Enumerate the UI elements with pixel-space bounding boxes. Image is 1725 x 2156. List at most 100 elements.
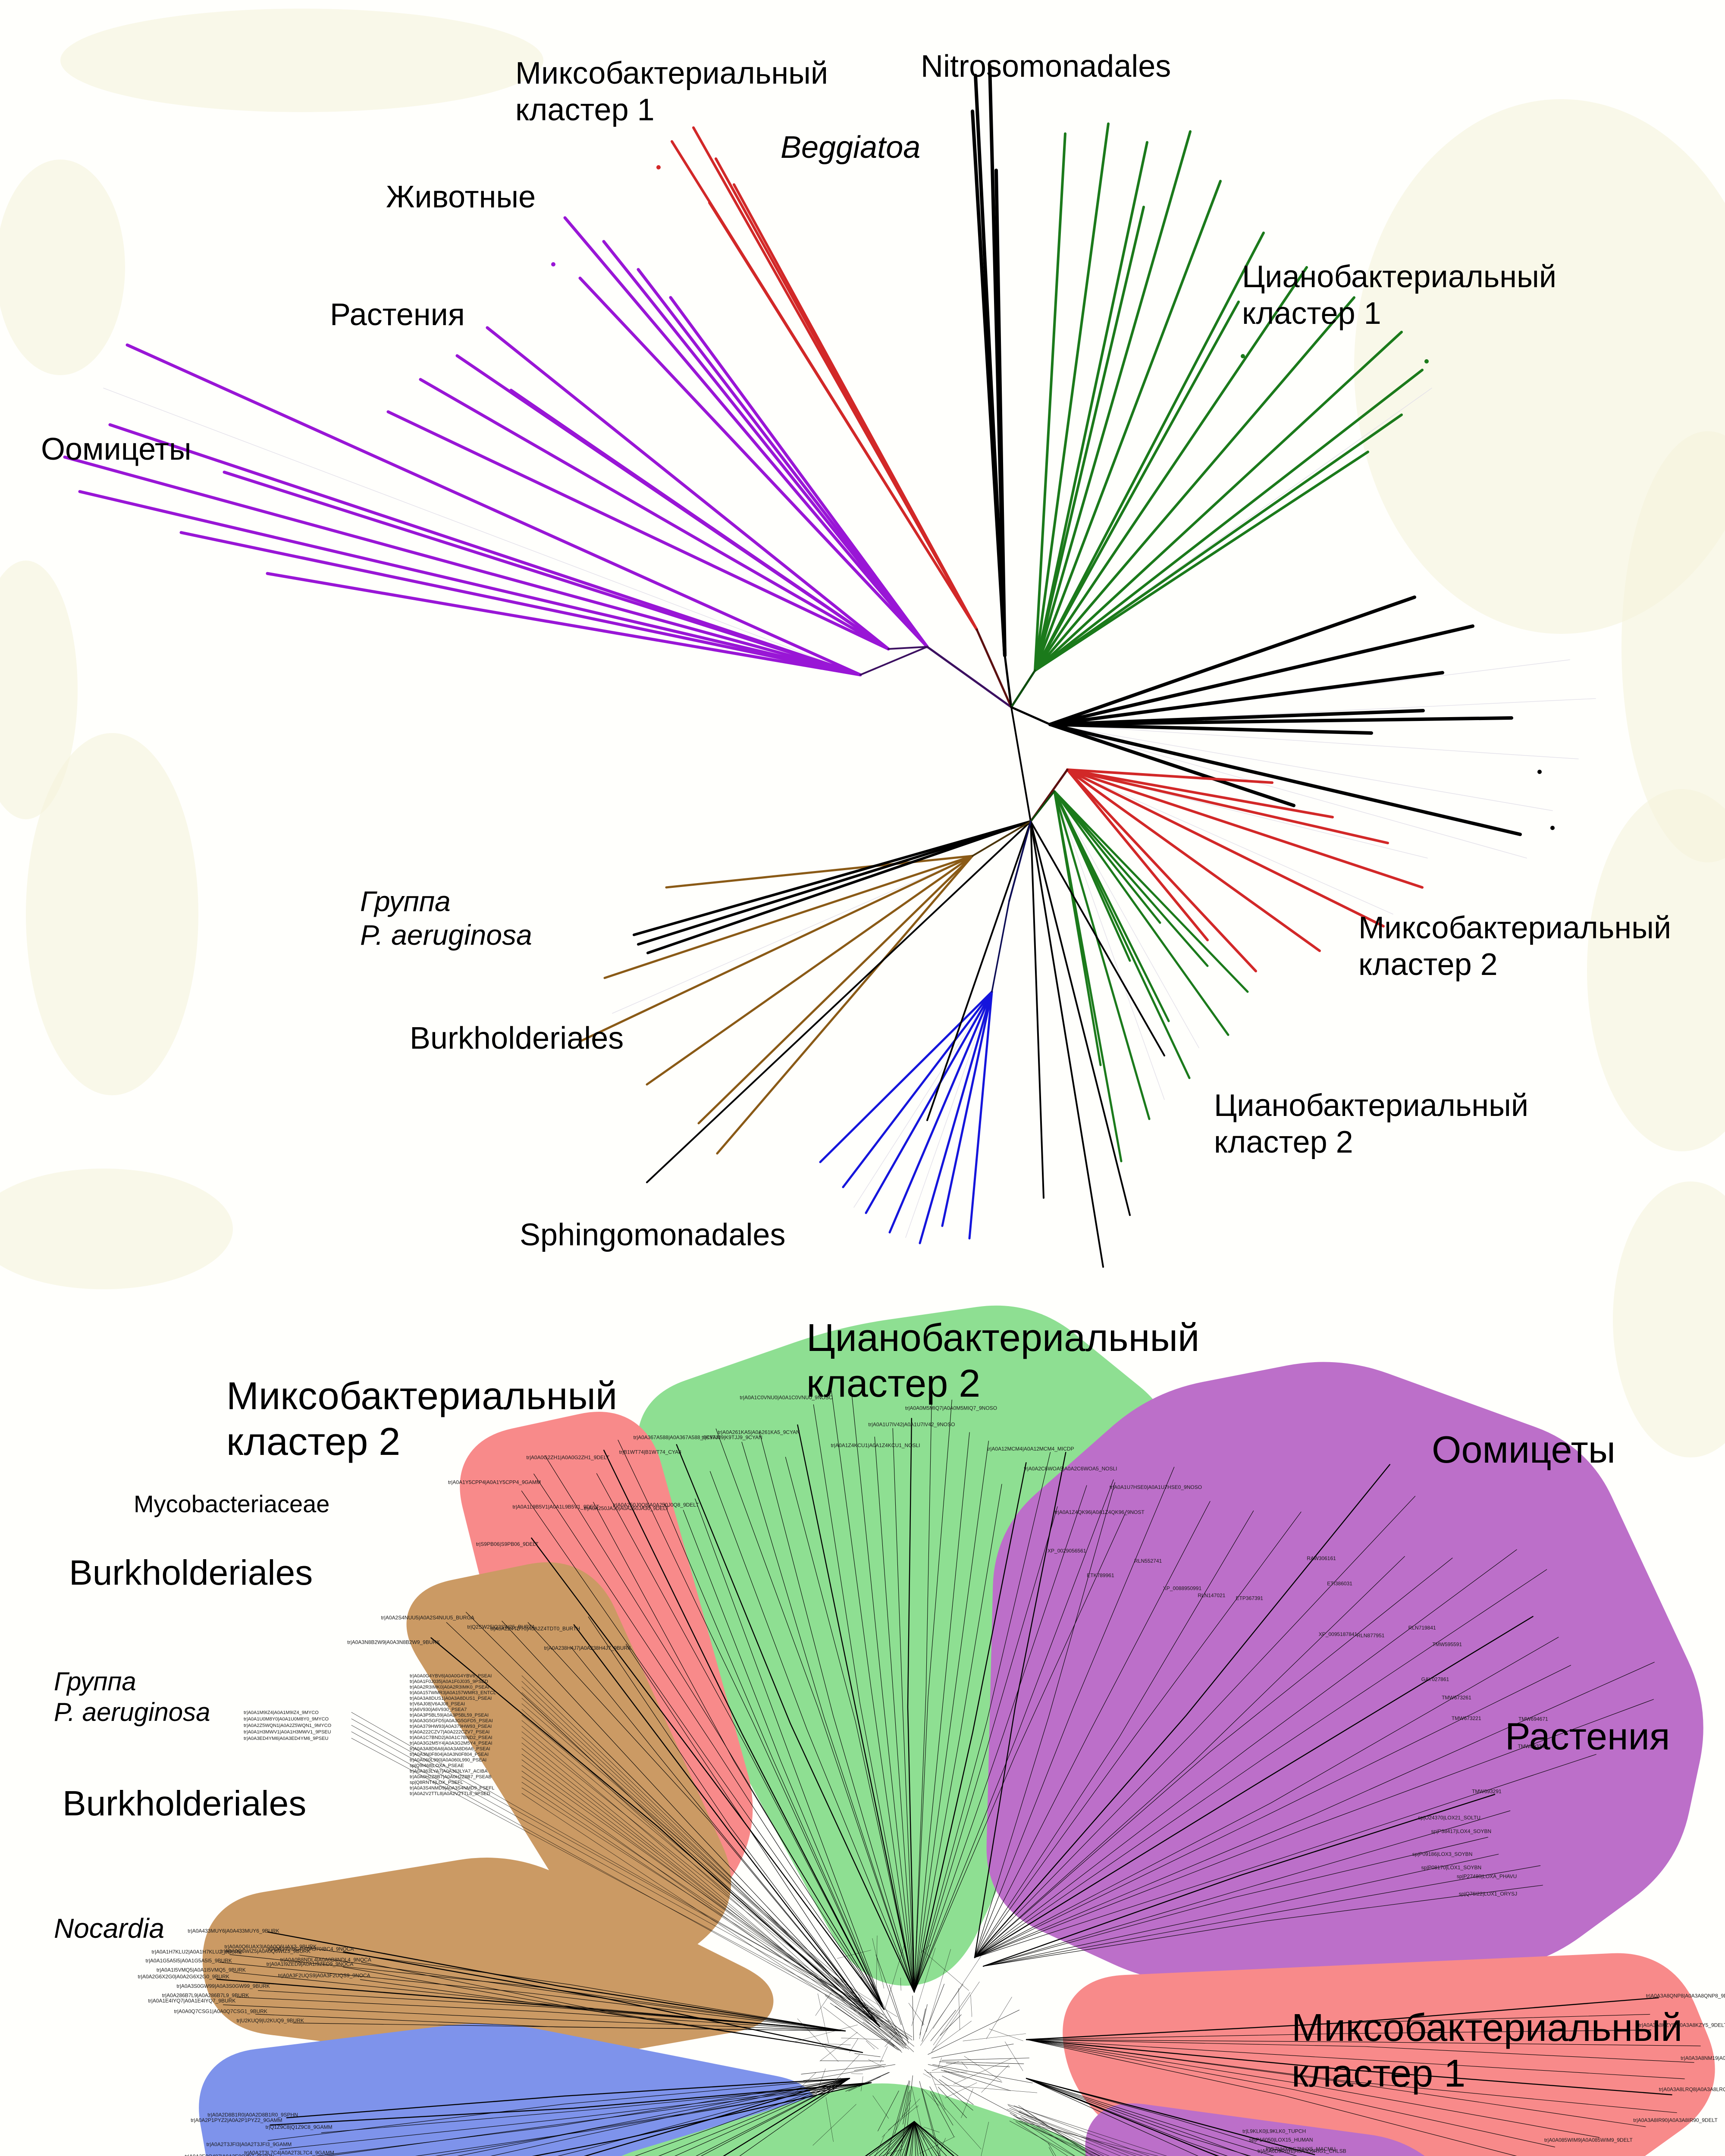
svg-text:tr|A0A0B8NDL4|A0A0B8NDL4_9NOCA: tr|A0A0B8NDL4|A0A0B8NDL4_9NOCA <box>280 1957 371 1963</box>
svg-text:sp|Q76I22|LOX1_ORYSJ: sp|Q76I22|LOX1_ORYSJ <box>1459 1891 1517 1897</box>
svg-text:tr|A0A1H7KLU2|A0A1H7KLU2_9BURK: tr|A0A1H7KLU2|A0A1H7KLU2_9BURK <box>152 1949 242 1955</box>
svg-text:RLN877951: RLN877951 <box>1357 1633 1384 1639</box>
svg-text:tr|A0A1Y5CPP4|A0A1Y5CPP4_9GAMM: tr|A0A1Y5CPP4|A0A1Y5CPP4_9GAMM <box>448 1479 541 1485</box>
svg-text:RLN552741: RLN552741 <box>1134 1558 1162 1564</box>
label-bottom-myxobacterial-cluster-2: Миксобактериальный кластер 2 <box>226 1375 618 1464</box>
label-bottom-burkholderiales-2: Burkholderiales <box>63 1784 307 1823</box>
svg-text:tr|A0A0G4YBV6|A0A0G4YBV6_PSEAI: tr|A0A0G4YBV6|A0A0G4YBV6_PSEAI <box>410 1673 492 1679</box>
svg-text:XP_0029056561: XP_0029056561 <box>1048 1548 1086 1554</box>
svg-text:tr|A0A1U0M8Y0|A0A1U0M8Y0_9MYCO: tr|A0A1U0M8Y0|A0A1U0M8Y0_9MYCO <box>244 1717 329 1722</box>
svg-text:GAY027861: GAY027861 <box>1421 1677 1449 1683</box>
svg-text:sp|P09186|LOX3_SOYBN: sp|P09186|LOX3_SOYBN <box>1412 1851 1473 1857</box>
svg-text:tr|A0A2S4NUU5|A0A2S4NUU5_BURGA: tr|A0A2S4NUU5|A0A2S4NUU5_BURGA <box>381 1615 474 1621</box>
svg-text:tr|A0A0D9RIG1|A0A0D9RIG1_CHLSB: tr|A0A0D9RIG1|A0A0D9RIG1_CHLSB <box>1258 2148 1346 2154</box>
svg-text:sp|P27480|LOXA_PHAVU: sp|P27480|LOXA_PHAVU <box>1457 1873 1517 1879</box>
svg-text:tr|A0A3A8DUS1|A0A3A8DUS1_PSEAI: tr|A0A3A8DUS1|A0A3A8DUS1_PSEAI <box>410 1696 492 1701</box>
svg-text:tr|A0A1H3MWV1|A0A1H3MWV1_9PSEU: tr|A0A1H3MWV1|A0A1H3MWV1_9PSEU <box>244 1730 331 1735</box>
svg-text:sp|O24370|LOX21_SOLTU: sp|O24370|LOX21_SOLTU <box>1418 1814 1480 1821</box>
svg-text:tr|A0A1E4IYQ7|A0A1E4IYQ7_9BURK: tr|A0A1E4IYQ7|A0A1E4IYQ7_9BURK <box>148 1998 235 2004</box>
label-bottom-myxobacterial-cluster-1: Миксобактериальный кластер 1 <box>1292 2006 1683 2096</box>
label-bottom-cyanobacterial-cluster-2: Цианобактериальный кластер 2 <box>806 1316 1200 1406</box>
svg-text:tr|A0A2E0Q487|A0A2E0Q487_9SPHN: tr|A0A2E0Q487|A0A2E0Q487_9SPHN <box>185 2153 274 2156</box>
svg-text:tr|G7NHX5|G7NHX5_MACMU: tr|G7NHX5|G7NHX5_MACMU <box>1266 2146 1336 2152</box>
svg-text:tr|A0A286B7L9|A0A286B7L9_9BURK: tr|A0A286B7L9|A0A286B7L9_9BURK <box>162 1993 249 1999</box>
svg-text:tr|A0A370IBC4|A0A370IBC4_9NOCA: tr|A0A370IBC4|A0A370IBC4_9NOCA <box>267 1946 354 1952</box>
svg-text:tr|A0A222CZV7|A0A222CZV7_PSEAI: tr|A0A222CZV7|A0A222CZV7_PSEAI <box>410 1730 489 1735</box>
label-top-beggiatoa: Beggiatoa <box>781 130 921 165</box>
svg-text:tr|A0A3A8KZY5|A0A3A8KZY5_9DELT: tr|A0A3A8KZY5|A0A3A8KZY5_9DELT <box>1639 2022 1725 2028</box>
svg-text:tr|A0A1Z4KCU1|A0A1Z4KCU1_NOSLI: tr|A0A1Z4KCU1|A0A1Z4KCU1_NOSLI <box>831 1442 920 1448</box>
svg-text:tr|A0A3S4NMD9|A0A3S4NMD9_PSEFL: tr|A0A3S4NMD9|A0A3S4NMD9_PSEFL <box>410 1786 494 1791</box>
svg-text:tr|A0A3A8NM19|A0A3A8NM19_9DELT: tr|A0A3A8NM19|A0A3A8NM19_9DELT <box>1681 2055 1725 2061</box>
svg-text:tr|A0A433MUY6|A0A433MUY6_9BURK: tr|A0A433MUY6|A0A433MUY6_9BURK <box>188 1928 279 1934</box>
svg-text:sp|P08170|LOX1_SOYBN: sp|P08170|LOX1_SOYBN <box>1421 1865 1482 1871</box>
svg-text:RAW306161: RAW306161 <box>1307 1555 1336 1561</box>
svg-text:tr|A0A1F0J035|A0A1F0J035_9PSED: tr|A0A1F0J035|A0A1F0J035_9PSED <box>410 1679 488 1684</box>
svg-text:TMW694671: TMW694671 <box>1518 1716 1548 1722</box>
svg-text:tr|A0A0Q6UAX3|A0A0Q6UAX3_9BURK: tr|A0A0Q6UAX3|A0A0Q6UAX3_9BURK <box>225 1944 317 1950</box>
label-top-animals: Животные <box>386 180 536 214</box>
svg-text:tr|A0A2P1PYZ2|A0A2P1PYZ2_9GAMM: tr|A0A2P1PYZ2|A0A2P1PYZ2_9GAMM <box>191 2117 282 2123</box>
svg-text:tr|A0A3A8LRQ8|A0A3A8LRQ8_9DELT: tr|A0A3A8LRQ8|A0A3A8LRQ8_9DELT <box>1659 2086 1725 2092</box>
svg-text:TMW693291: TMW693291 <box>1472 1789 1502 1795</box>
svg-text:tr|A0A1C7BND2|A0A1C7BND2_PSEAI: tr|A0A1C7BND2|A0A1C7BND2_PSEAI <box>410 1735 492 1740</box>
svg-text:tr|A0A1L9B5V1|A0A1L9B5V1_9DELT: tr|A0A1L9B5V1|A0A1L9B5V1_9DELT <box>512 1504 599 1510</box>
svg-text:tr|A0A363LYA7|A0A363LYA7_ACIBA: tr|A0A363LYA7|A0A363LYA7_ACIBA <box>410 1769 488 1774</box>
label-top-p-aeruginosa-group: Группа P. aeruginosa <box>360 885 532 951</box>
svg-text:tr|A0A1G5A5I5|A0A1G5A5I5_9BURK: tr|A0A1G5A5I5|A0A1G5A5I5_9BURK <box>145 1958 232 1964</box>
svg-text:tr|A6V930|A6V930_PSEA7: tr|A6V930|A6V930_PSEA7 <box>410 1707 467 1712</box>
svg-text:tr|A0A261KA5|A0A261KA5_9CYAN: tr|A0A261KA5|A0A261KA5_9CYAN <box>718 1429 800 1435</box>
svg-text:sp|P16050|LOX15_HUMAN: sp|P16050|LOX15_HUMAN <box>1249 2137 1313 2143</box>
svg-text:tr|A0A3A8IR90|A0A3A8IR90_9DELT: tr|A0A3A8IR90|A0A3A8IR90_9DELT <box>1633 2117 1718 2123</box>
svg-text:tr|A0A0M5MIQ7|A0A0M5MIQ7_9NOSO: tr|A0A0M5MIQ7|A0A0M5MIQ7_9NOSO <box>905 1405 997 1411</box>
svg-text:tr|A0A0Q7CSG1|A0A0Q7CSG1_9BURK: tr|A0A0Q7CSG1|A0A0Q7CSG1_9BURK <box>174 2008 267 2014</box>
svg-text:tr|A0A3F2UQS9|A0A3F2UQS9_9NOCA: tr|A0A3F2UQS9|A0A3F2UQS9_9NOCA <box>278 1973 370 1979</box>
svg-text:tr|A0A379HW93|A0A379HW93_PSEAI: tr|A0A379HW93|A0A379HW93_PSEAI <box>410 1724 492 1729</box>
label-top-myxobacterial-cluster-2: Миксобактериальный кластер 2 <box>1358 911 1672 982</box>
svg-text:tr|K9TJJ9|K9TJJ9_9CYAN: tr|K9TJJ9|K9TJJ9_9CYAN <box>702 1434 762 1440</box>
svg-text:tr|V6AJ08|V6AJ08_PSEAI: tr|V6AJ08|V6AJ08_PSEAI <box>410 1702 465 1707</box>
svg-text:TMW693341: TMW693341 <box>1518 1743 1547 1749</box>
svg-text:tr|A0A3G5GFD5|A0A3G5GFD5_PSEAI: tr|A0A3G5GFD5|A0A3G5GFD5_PSEAI <box>410 1718 493 1724</box>
svg-text:tr|A0A2R3IMK0|A0A2R3IMK0_PSEAI: tr|A0A2R3IMK0|A0A2R3IMK0_PSEAI <box>410 1685 489 1690</box>
svg-text:tr|A0A0G2ZH1|A0A0G2ZH1_9DELT: tr|A0A0G2ZH1|A0A0G2ZH1_9DELT <box>526 1454 609 1460</box>
svg-text:RLN719841: RLN719841 <box>1408 1625 1436 1631</box>
svg-text:XP_0095187841: XP_0095187841 <box>1319 1631 1358 1637</box>
svg-text:sp|P38417|LOX4_SOYBN: sp|P38417|LOX4_SOYBN <box>1431 1828 1491 1834</box>
svg-text:RLN147021: RLN147021 <box>1198 1592 1225 1598</box>
svg-text:tr|A0A2Z5WQN1|A0A2Z5WQN1_9MYCO: tr|A0A2Z5WQN1|A0A2Z5WQN1_9MYCO <box>244 1723 332 1728</box>
svg-text:XP_0088950991: XP_0088950991 <box>1163 1586 1202 1592</box>
svg-text:tr|A0A1Z4QK96|A0A1Z4QK96_9NOST: tr|A0A1Z4QK96|A0A1Z4QK96_9NOST <box>1054 1509 1145 1515</box>
svg-text:tr|A0A250JA30|A0A250JA30_9DELT: tr|A0A250JA30|A0A250JA30_9DELT <box>584 1505 669 1511</box>
svg-text:TMW673221: TMW673221 <box>1452 1715 1481 1721</box>
label-bottom-plants: Растения <box>1505 1715 1670 1758</box>
svg-text:tr|A0A250J0Q8|A0A250J0Q8_9DELT: tr|A0A250J0Q8|A0A250J0Q8_9DELT <box>613 1502 699 1508</box>
svg-text:tr|A0A157WMR3|A0A157WMR3_ENTCL: tr|A0A157WMR3|A0A157WMR3_ENTCL <box>410 1690 496 1695</box>
svg-text:sp|Q9I468|LOXA_PSEAE: sp|Q9I468|LOXA_PSEAE <box>410 1763 464 1768</box>
svg-text:tr|A0A085WIM9|A0A085WIM9_9DELT: tr|A0A085WIM9|A0A085WIM9_9DELT <box>1544 2137 1633 2143</box>
svg-text:tr|A0A060L990|A0A060L990_PSEAI: tr|A0A060L990|A0A060L990_PSEAI <box>410 1758 486 1763</box>
svg-text:tr|A0A1M9IZ4|A0A1M9IZ4_9MYCO: tr|A0A1M9IZ4|A0A1M9IZ4_9MYCO <box>244 1710 319 1715</box>
label-top-burkholderiales: Burkholderiales <box>410 1021 624 1056</box>
svg-text:ETI386031: ETI386031 <box>1327 1580 1352 1586</box>
svg-text:tr|A0A3G2M5Y4|A0A3G2M5Y4_PSEAI: tr|A0A3G2M5Y4|A0A3G2M5Y4_PSEAI <box>410 1741 492 1746</box>
label-bottom-oomycetes: Оомицеты <box>1432 1428 1616 1471</box>
svg-text:tr|A0A3A8D6A6|A0A3A8D6A6_PSEAI: tr|A0A3A8D6A6|A0A3A8D6A6_PSEAI <box>410 1746 490 1752</box>
svg-text:tr|A0A2D8B1R0|A0A2D8B1R0_9SPHN: tr|A0A2D8B1R0|A0A2D8B1R0_9SPHN <box>207 2112 298 2118</box>
svg-text:tr|A0A3N0F804|A0A3N0F804_PSEAI: tr|A0A3N0F804|A0A3N0F804_PSEAI <box>410 1752 489 1757</box>
svg-text:tr|A0A2T3JFI3|A0A2T3JFI3_9GAMM: tr|A0A2T3JFI3|A0A2T3JFI3_9GAMM <box>207 2141 292 2147</box>
svg-text:tr|A0A2V2TTL8|A0A2V2TTL8_9PSED: tr|A0A2V2TTL8|A0A2V2TTL8_9PSED <box>410 1791 490 1796</box>
svg-text:ETP367391: ETP367391 <box>1236 1595 1264 1601</box>
svg-text:tr|Q2SW25|Q2SW25_BURTA: tr|Q2SW25|Q2SW25_BURTA <box>467 1624 535 1630</box>
svg-text:tr|A0A3P5BL59|A0A3P5BL59_PSEAI: tr|A0A3P5BL59|A0A3P5BL59_PSEAI <box>410 1713 489 1718</box>
svg-text:tr|A0A2G6X2G0|A0A2G6X2G0_9BURK: tr|A0A2G6X2G0|A0A2G6X2G0_9BURK <box>138 1974 229 1980</box>
svg-text:tr|A0A0H2Z8B7|A0A0H2Z8B7_PSEAB: tr|A0A0H2Z8B7|A0A0H2Z8B7_PSEAB <box>410 1774 492 1780</box>
svg-text:tr|A0A1U7IV42|A0A1U7IV42_9NOSO: tr|A0A1U7IV42|A0A1U7IV42_9NOSO <box>868 1422 955 1428</box>
svg-text:tr|A0A0Q6WIZ5|A0A0Q6WIZ5_9BURK: tr|A0A0Q6WIZ5|A0A0Q6WIZ5_9BURK <box>221 1948 310 1954</box>
label-bottom-burkholderiales-1: Burkholderiales <box>69 1553 313 1592</box>
svg-text:TMW673261: TMW673261 <box>1442 1695 1471 1701</box>
svg-text:tr|A0A1U7HSE0|A0A1U7HSE0_9NOSO: tr|A0A1U7HSE0|A0A1U7HSE0_9NOSO <box>1110 1484 1202 1490</box>
label-top-cyanobacterial-cluster-2: Цианобактериальный кластер 2 <box>1214 1088 1529 1159</box>
